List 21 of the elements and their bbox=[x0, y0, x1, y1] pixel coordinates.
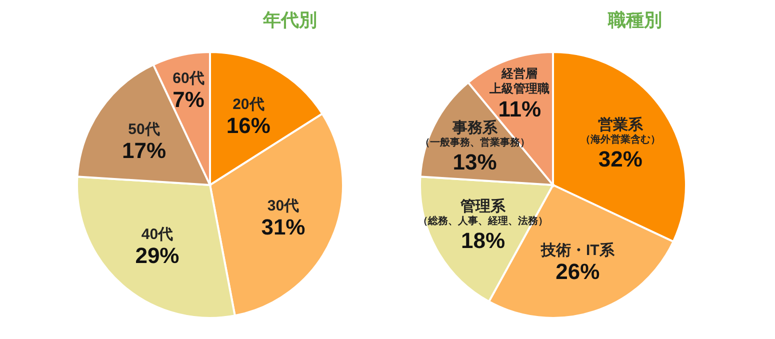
slice-label: 経営層上級管理職 bbox=[488, 66, 550, 96]
slice-label: 40代 bbox=[141, 226, 174, 243]
slice-label: 管理系（総務、人事、経理、法務） bbox=[418, 198, 548, 227]
slice-label: 60代 bbox=[172, 70, 204, 87]
chart-title: 年代別 bbox=[262, 9, 318, 32]
data-label: 11% bbox=[498, 96, 542, 122]
data-label: 13% bbox=[452, 150, 497, 175]
slice-label: 50代 bbox=[128, 121, 160, 138]
data-label: 29% bbox=[135, 242, 180, 268]
slice-label: 営業系（海外営業含む） bbox=[580, 116, 660, 146]
data-label: 32% bbox=[598, 146, 642, 172]
data-label: 26% bbox=[556, 258, 600, 284]
slice-label: 技術・IT系 bbox=[540, 242, 616, 259]
data-label: 17% bbox=[122, 138, 166, 164]
chart-title: 職種別 bbox=[606, 9, 663, 32]
data-label: 18% bbox=[461, 228, 506, 253]
data-label: 7% bbox=[172, 86, 204, 112]
data-label: 16% bbox=[226, 113, 270, 138]
slice-label: 30代 bbox=[267, 198, 300, 215]
slice-label: 20代 bbox=[232, 96, 264, 114]
data-label: 31% bbox=[261, 214, 306, 240]
